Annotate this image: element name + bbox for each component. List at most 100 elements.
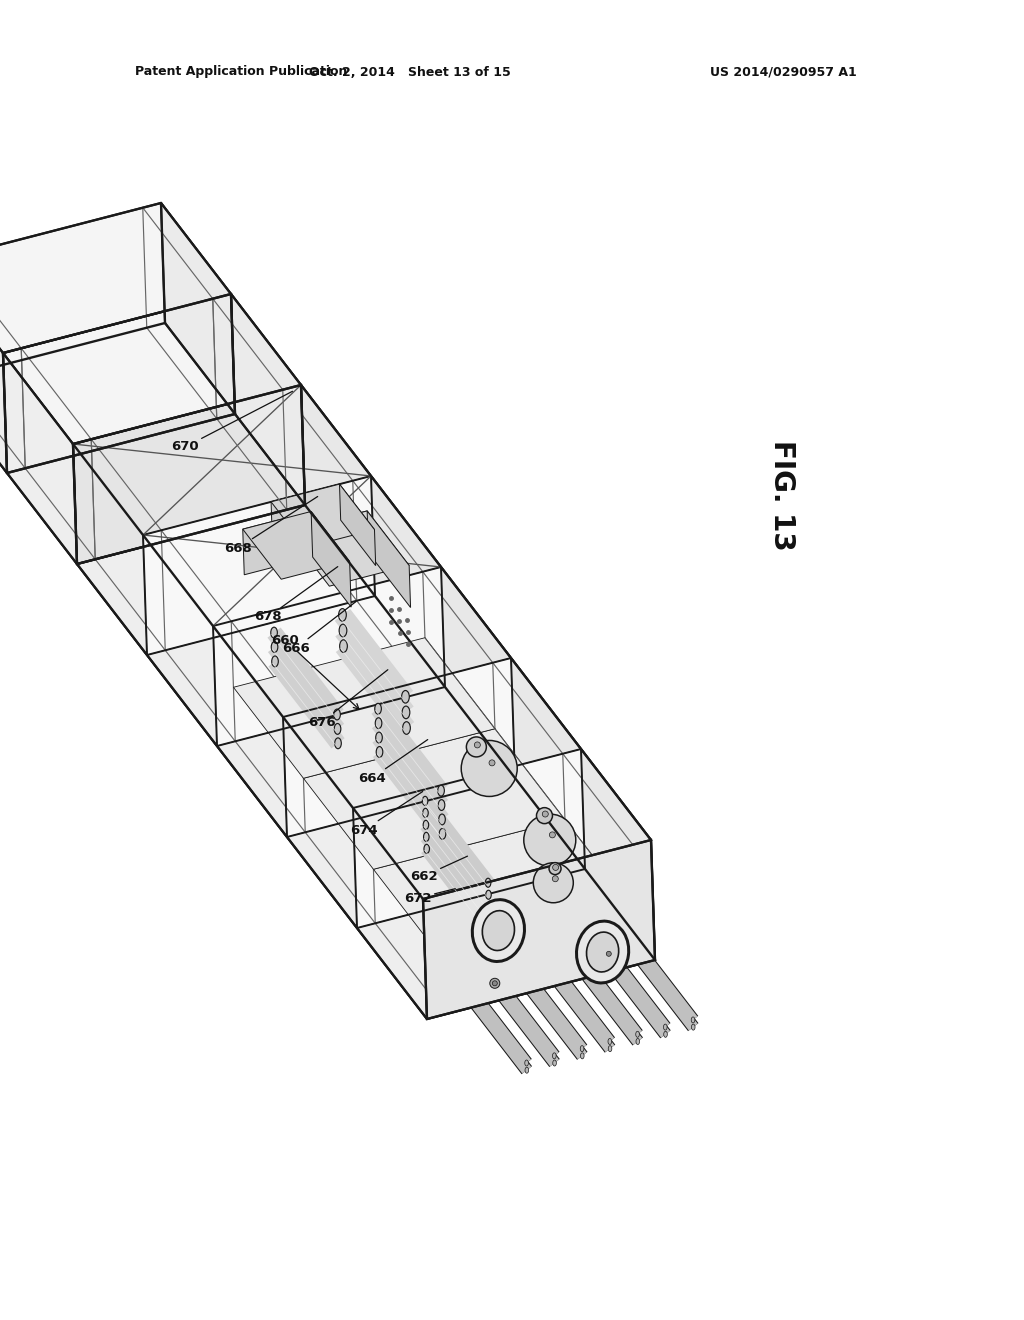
Circle shape — [474, 742, 480, 748]
Text: 660: 660 — [271, 634, 359, 709]
Text: Oct. 2, 2014   Sheet 13 of 15: Oct. 2, 2014 Sheet 13 of 15 — [309, 66, 511, 78]
Ellipse shape — [664, 1031, 668, 1038]
Ellipse shape — [487, 927, 493, 936]
Text: 678: 678 — [254, 566, 338, 623]
Ellipse shape — [472, 900, 524, 961]
Polygon shape — [143, 477, 375, 655]
Circle shape — [537, 808, 553, 824]
Polygon shape — [77, 506, 655, 1019]
Polygon shape — [271, 484, 341, 537]
Ellipse shape — [553, 1053, 556, 1059]
Circle shape — [606, 952, 611, 956]
Text: 674: 674 — [350, 792, 423, 837]
Polygon shape — [0, 261, 7, 473]
Ellipse shape — [401, 690, 410, 704]
Ellipse shape — [636, 1031, 639, 1038]
Polygon shape — [340, 484, 376, 565]
Text: 668: 668 — [224, 496, 317, 554]
Circle shape — [534, 863, 573, 903]
Polygon shape — [73, 385, 305, 564]
Polygon shape — [7, 414, 305, 564]
Text: 670: 670 — [171, 391, 293, 454]
Ellipse shape — [424, 833, 429, 841]
Circle shape — [550, 832, 555, 838]
Ellipse shape — [376, 747, 383, 758]
Ellipse shape — [339, 609, 346, 622]
Ellipse shape — [525, 1067, 528, 1073]
Polygon shape — [423, 840, 655, 1019]
Ellipse shape — [553, 1060, 556, 1067]
Polygon shape — [233, 638, 495, 779]
Ellipse shape — [438, 785, 444, 796]
Ellipse shape — [335, 738, 341, 748]
Ellipse shape — [423, 820, 429, 829]
Text: 662: 662 — [411, 857, 468, 883]
Text: 676: 676 — [308, 669, 388, 729]
Ellipse shape — [402, 706, 410, 718]
Text: FIG. 13: FIG. 13 — [768, 440, 796, 550]
Circle shape — [489, 978, 500, 989]
Polygon shape — [3, 294, 301, 444]
Polygon shape — [353, 748, 585, 928]
Text: US 2014/0290957 A1: US 2014/0290957 A1 — [710, 66, 857, 78]
Ellipse shape — [438, 800, 444, 810]
Polygon shape — [73, 385, 651, 899]
Polygon shape — [303, 729, 565, 870]
Ellipse shape — [581, 1045, 584, 1052]
Polygon shape — [288, 511, 410, 586]
Circle shape — [543, 810, 548, 817]
Ellipse shape — [439, 829, 445, 840]
Ellipse shape — [577, 921, 629, 983]
Ellipse shape — [375, 718, 382, 729]
Polygon shape — [73, 444, 427, 1019]
Polygon shape — [231, 294, 305, 506]
Polygon shape — [301, 385, 655, 960]
Text: Patent Application Publication: Patent Application Publication — [135, 66, 347, 78]
Ellipse shape — [608, 1039, 611, 1044]
Ellipse shape — [422, 796, 428, 805]
Circle shape — [461, 741, 517, 796]
Ellipse shape — [270, 627, 278, 638]
Ellipse shape — [691, 1016, 695, 1023]
Polygon shape — [0, 323, 234, 473]
Ellipse shape — [485, 890, 492, 899]
Polygon shape — [3, 352, 77, 564]
Polygon shape — [374, 820, 635, 960]
Ellipse shape — [402, 722, 411, 734]
Circle shape — [524, 814, 575, 866]
Polygon shape — [271, 484, 375, 548]
Ellipse shape — [376, 733, 382, 743]
Polygon shape — [243, 511, 312, 574]
Ellipse shape — [664, 1024, 667, 1030]
Ellipse shape — [486, 915, 493, 923]
Polygon shape — [311, 511, 351, 607]
Circle shape — [604, 949, 613, 958]
Polygon shape — [0, 203, 231, 352]
Ellipse shape — [438, 814, 445, 825]
Ellipse shape — [271, 642, 278, 652]
Circle shape — [489, 760, 495, 766]
Polygon shape — [213, 568, 445, 746]
Text: 672: 672 — [404, 888, 456, 904]
Polygon shape — [243, 511, 349, 579]
Circle shape — [552, 875, 558, 882]
Ellipse shape — [608, 1045, 611, 1052]
Ellipse shape — [482, 911, 514, 950]
Ellipse shape — [334, 723, 341, 734]
Circle shape — [493, 981, 498, 986]
Ellipse shape — [271, 656, 279, 667]
Ellipse shape — [424, 845, 429, 853]
Ellipse shape — [340, 640, 347, 652]
Polygon shape — [283, 657, 515, 837]
Ellipse shape — [423, 808, 428, 817]
Ellipse shape — [587, 932, 618, 972]
Text: 664: 664 — [358, 739, 428, 784]
Circle shape — [549, 862, 561, 875]
Ellipse shape — [691, 1024, 695, 1030]
Ellipse shape — [524, 1060, 528, 1067]
Circle shape — [553, 865, 559, 870]
Polygon shape — [288, 511, 369, 574]
Ellipse shape — [334, 709, 340, 719]
Ellipse shape — [486, 903, 492, 911]
Ellipse shape — [485, 878, 490, 887]
